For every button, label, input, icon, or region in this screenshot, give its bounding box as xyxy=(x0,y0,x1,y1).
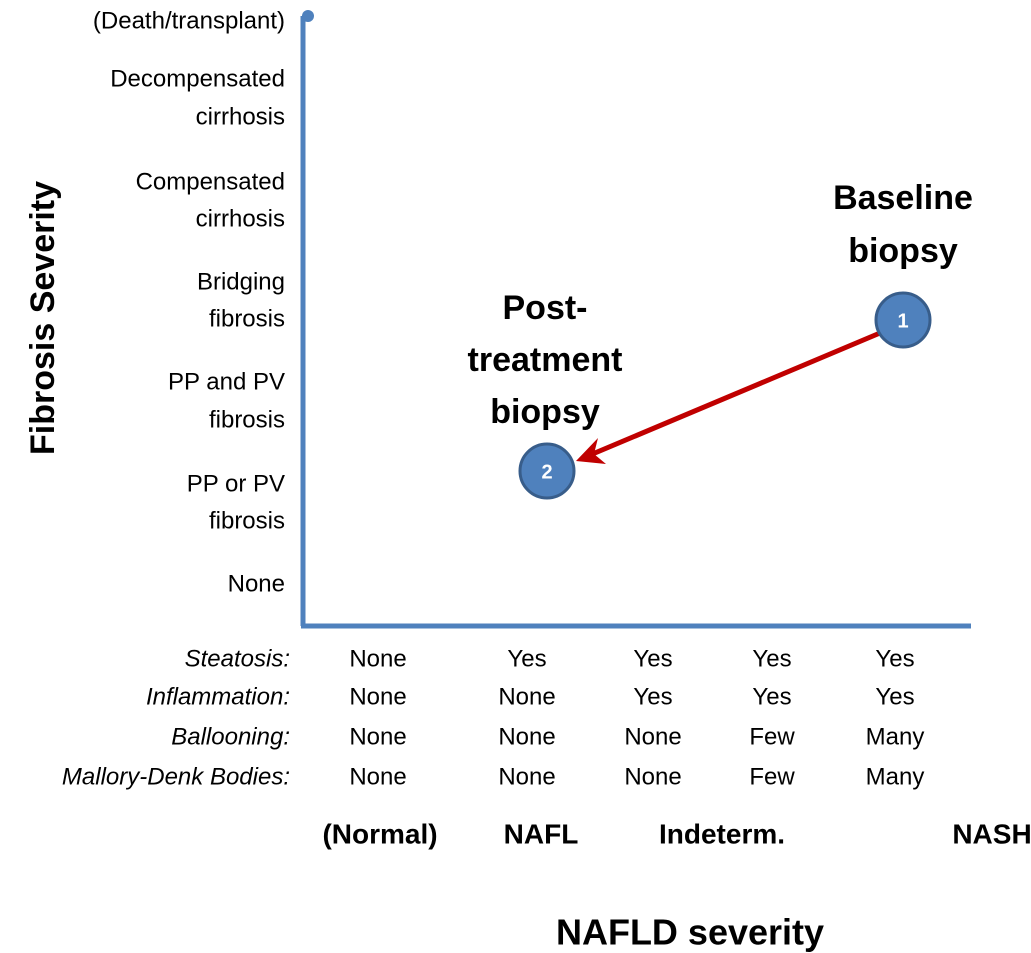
cell: Yes xyxy=(875,683,914,710)
row-label: Mallory-Denk Bodies: xyxy=(62,763,290,790)
category-label: NAFL xyxy=(504,818,579,849)
cell: Few xyxy=(749,763,795,790)
cell: None xyxy=(349,683,406,710)
biopsy-point xyxy=(518,442,576,500)
arrow-head xyxy=(576,438,606,464)
point-caption: biopsy xyxy=(490,393,600,431)
y-level-label: None xyxy=(228,570,285,597)
cell: Yes xyxy=(507,645,546,672)
cell: None xyxy=(498,763,555,790)
y-axis-title: Fibrosis Severity xyxy=(24,181,62,455)
cell: None xyxy=(624,723,681,750)
y-level-label: cirrhosis xyxy=(196,205,285,232)
point-number: 2 xyxy=(541,461,552,483)
cell: None xyxy=(349,723,406,750)
category-label: (Normal) xyxy=(322,818,437,849)
x-axis-title: NAFLD severity xyxy=(556,912,824,953)
cell: Yes xyxy=(875,645,914,672)
row-label: Ballooning: xyxy=(171,723,290,750)
category-label: Indeterm. xyxy=(659,818,785,849)
cell: None xyxy=(349,645,406,672)
cell: Few xyxy=(749,723,795,750)
row-label: Steatosis: xyxy=(185,645,290,672)
y-level-label: Decompensated xyxy=(110,65,285,92)
cell: Yes xyxy=(752,645,791,672)
point-number: 1 xyxy=(897,310,908,332)
y-level-label: cirrhosis xyxy=(196,103,285,130)
cell: Yes xyxy=(752,683,791,710)
cell: Many xyxy=(866,723,925,750)
cell: None xyxy=(349,763,406,790)
y-level-label: Bridging xyxy=(197,268,285,295)
y-level-label: PP or PV xyxy=(187,470,285,497)
cell: None xyxy=(498,723,555,750)
cell: None xyxy=(624,763,681,790)
y-level-label: fibrosis xyxy=(209,406,285,433)
point-caption: Post- xyxy=(503,289,588,327)
y-level-label: fibrosis xyxy=(209,305,285,332)
point-caption: treatment xyxy=(468,341,623,379)
cell: Yes xyxy=(633,645,672,672)
biopsy-point xyxy=(874,291,932,349)
cell: Many xyxy=(866,763,925,790)
cell: None xyxy=(498,683,555,710)
y-level-label: fibrosis xyxy=(209,507,285,534)
point-caption: Baseline xyxy=(833,179,973,217)
axis-end-dot xyxy=(302,10,314,22)
y-level-label: PP and PV xyxy=(168,368,285,395)
arrow xyxy=(580,330,881,461)
y-level-label: Compensated xyxy=(136,168,285,195)
y-level-label: (Death/transplant) xyxy=(93,7,285,34)
row-label: Inflammation: xyxy=(146,683,290,710)
category-label: NASH xyxy=(952,818,1031,849)
cell: Yes xyxy=(633,683,672,710)
point-caption: biopsy xyxy=(848,232,958,270)
